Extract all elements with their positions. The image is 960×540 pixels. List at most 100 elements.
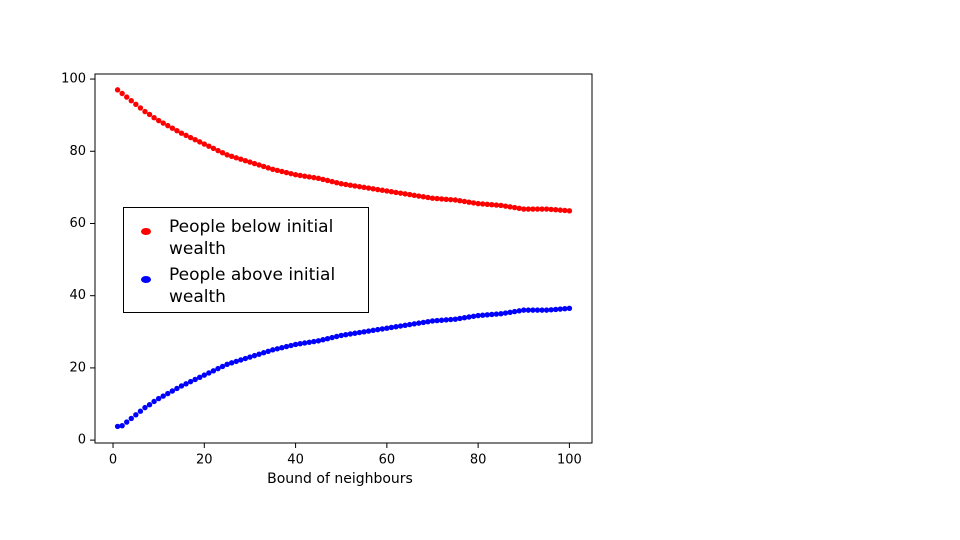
point: [521, 307, 527, 313]
point: [406, 321, 413, 328]
point: [128, 415, 134, 422]
point: [279, 168, 285, 175]
point: [475, 312, 481, 319]
point: [379, 187, 385, 193]
point: [206, 370, 212, 376]
point: [498, 311, 504, 317]
point: [406, 191, 413, 198]
point: [215, 147, 221, 154]
point: [356, 329, 363, 336]
x-tick-label: 20: [196, 453, 213, 468]
point: [416, 193, 422, 199]
point: [416, 320, 422, 326]
point: [338, 332, 344, 339]
point: [562, 305, 568, 312]
x-axis-label: Bound of neighbours: [267, 471, 413, 487]
point: [411, 321, 417, 327]
point: [306, 339, 312, 345]
point: [397, 190, 404, 196]
point: [548, 307, 554, 313]
point: [324, 177, 331, 184]
point: [279, 344, 285, 351]
y-tick-label: 40: [69, 288, 86, 303]
point: [128, 98, 134, 104]
point: [434, 317, 440, 324]
point: [187, 134, 194, 141]
point: [165, 122, 171, 129]
point: [534, 206, 541, 212]
point: [525, 307, 532, 313]
point: [352, 330, 358, 336]
point: [361, 184, 367, 191]
point: [448, 196, 454, 203]
point: [329, 178, 335, 185]
plot-frame: [94, 73, 593, 444]
point: [206, 143, 212, 149]
point: [192, 376, 198, 383]
point: [297, 172, 303, 179]
point: [352, 183, 358, 189]
point: [174, 127, 180, 134]
point: [420, 194, 427, 200]
point: [475, 200, 481, 207]
point: [502, 310, 509, 316]
point: [425, 318, 431, 325]
point: [242, 157, 249, 164]
point: [393, 189, 399, 196]
x-tick-label: 0: [109, 453, 117, 468]
point: [461, 198, 468, 205]
point: [479, 312, 486, 318]
y-tick-label: 100: [61, 72, 86, 87]
point: [178, 130, 185, 136]
point: [388, 189, 395, 195]
point: [274, 346, 281, 352]
point: [333, 333, 340, 340]
point: [224, 152, 230, 158]
point: [493, 311, 500, 317]
point: [256, 162, 262, 168]
point: [270, 166, 276, 173]
point: [388, 324, 395, 331]
point: [306, 174, 312, 180]
point: [384, 325, 390, 331]
point: [493, 202, 500, 208]
point: [379, 326, 385, 332]
point: [511, 308, 518, 315]
point: [516, 308, 522, 314]
point: [457, 315, 463, 322]
point: [466, 199, 472, 205]
point: [502, 203, 509, 209]
point: [393, 324, 399, 330]
point: [146, 111, 153, 118]
point: [347, 182, 354, 188]
point: [470, 200, 477, 206]
x-tick-label: 100: [557, 453, 582, 468]
point: [283, 169, 290, 176]
point: [174, 385, 180, 392]
point: [484, 312, 490, 318]
point: [434, 195, 440, 202]
point: [297, 341, 303, 347]
point: [137, 408, 144, 414]
point: [429, 318, 436, 324]
point: [251, 160, 258, 167]
point: [557, 306, 563, 312]
legend-item: People above initial wealth: [141, 264, 359, 308]
point: [197, 139, 203, 145]
point: [461, 315, 468, 321]
point: [347, 331, 354, 337]
point: [484, 201, 490, 208]
point: [333, 179, 340, 186]
point: [429, 195, 436, 201]
point: [511, 204, 518, 211]
point: [210, 368, 217, 374]
point: [233, 358, 239, 365]
point: [479, 201, 486, 207]
legend-label: People below initial wealth: [169, 217, 334, 259]
point: [224, 361, 230, 367]
point: [274, 167, 281, 174]
point: [228, 360, 235, 366]
point: [256, 351, 262, 357]
y-tick-label: 80: [69, 144, 86, 159]
point: [292, 341, 299, 348]
